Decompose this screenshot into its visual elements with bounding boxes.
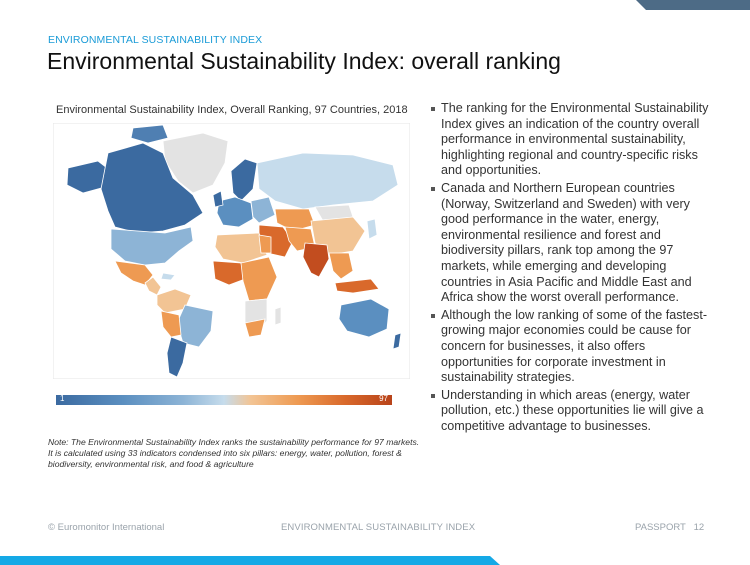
footer-copyright: © Euromonitor International xyxy=(48,522,165,533)
bullet-item: Understanding in which areas (energy, wa… xyxy=(430,388,710,435)
region-canada-islands xyxy=(130,124,169,144)
region-caribbean xyxy=(160,272,176,281)
region-greenland xyxy=(162,132,229,194)
map-title: Environmental Sustainability Index, Over… xyxy=(56,104,408,116)
region-japan-korea xyxy=(366,218,378,240)
color-scale-legend: 1 97 xyxy=(56,394,392,405)
region-west-africa xyxy=(212,260,246,286)
region-uk xyxy=(212,190,224,208)
footer-section: ENVIRONMENTAL SUSTAINABILITY INDEX xyxy=(281,522,476,533)
region-india xyxy=(302,242,330,278)
region-argentina-chile xyxy=(166,336,188,378)
key-findings-list: The ranking for the Environmental Sustai… xyxy=(430,101,710,436)
bullet-item: Canada and Northern European countries (… xyxy=(430,181,710,306)
top-accent-tab xyxy=(636,0,750,10)
region-indonesia xyxy=(334,278,380,294)
region-canada xyxy=(100,142,204,234)
region-central-asia xyxy=(274,208,316,232)
region-peru-bolivia xyxy=(160,310,182,338)
footer-page: PASSPORT 12 xyxy=(635,522,705,533)
region-mexico xyxy=(114,260,154,286)
scale-max-label: 97 xyxy=(379,394,388,403)
methodology-note: Note: The Environmental Sustainability I… xyxy=(48,437,420,469)
region-southeast-asia xyxy=(328,252,354,280)
world-choropleth-map xyxy=(52,122,411,380)
bottom-accent-light xyxy=(0,556,500,565)
region-egypt xyxy=(258,234,272,254)
region-usa xyxy=(110,226,194,266)
region-western-europe xyxy=(216,196,254,228)
region-new-zealand xyxy=(392,332,402,350)
section-kicker: ENVIRONMENTAL SUSTAINABILITY INDEX xyxy=(48,34,263,46)
region-eastern-europe xyxy=(250,196,276,224)
page-title: Environmental Sustainability Index: over… xyxy=(47,48,561,74)
color-scale-gradient xyxy=(56,395,392,405)
scale-min-label: 1 xyxy=(60,394,65,403)
bullet-item: Although the low ranking of some of the … xyxy=(430,308,710,386)
region-south-africa xyxy=(244,318,266,338)
bullet-item: The ranking for the Environmental Sustai… xyxy=(430,101,710,179)
region-central-america xyxy=(144,276,162,296)
region-australia xyxy=(338,298,390,338)
region-scandinavia xyxy=(230,158,258,202)
region-russia xyxy=(256,152,399,210)
region-madagascar xyxy=(274,306,282,326)
bottom-accent-bar xyxy=(0,556,750,565)
